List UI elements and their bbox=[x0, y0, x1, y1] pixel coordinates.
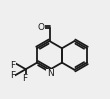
Text: N: N bbox=[47, 69, 53, 78]
Text: O: O bbox=[37, 23, 44, 32]
Text: F: F bbox=[10, 71, 15, 80]
Text: F: F bbox=[22, 74, 27, 83]
Text: F: F bbox=[11, 61, 16, 70]
